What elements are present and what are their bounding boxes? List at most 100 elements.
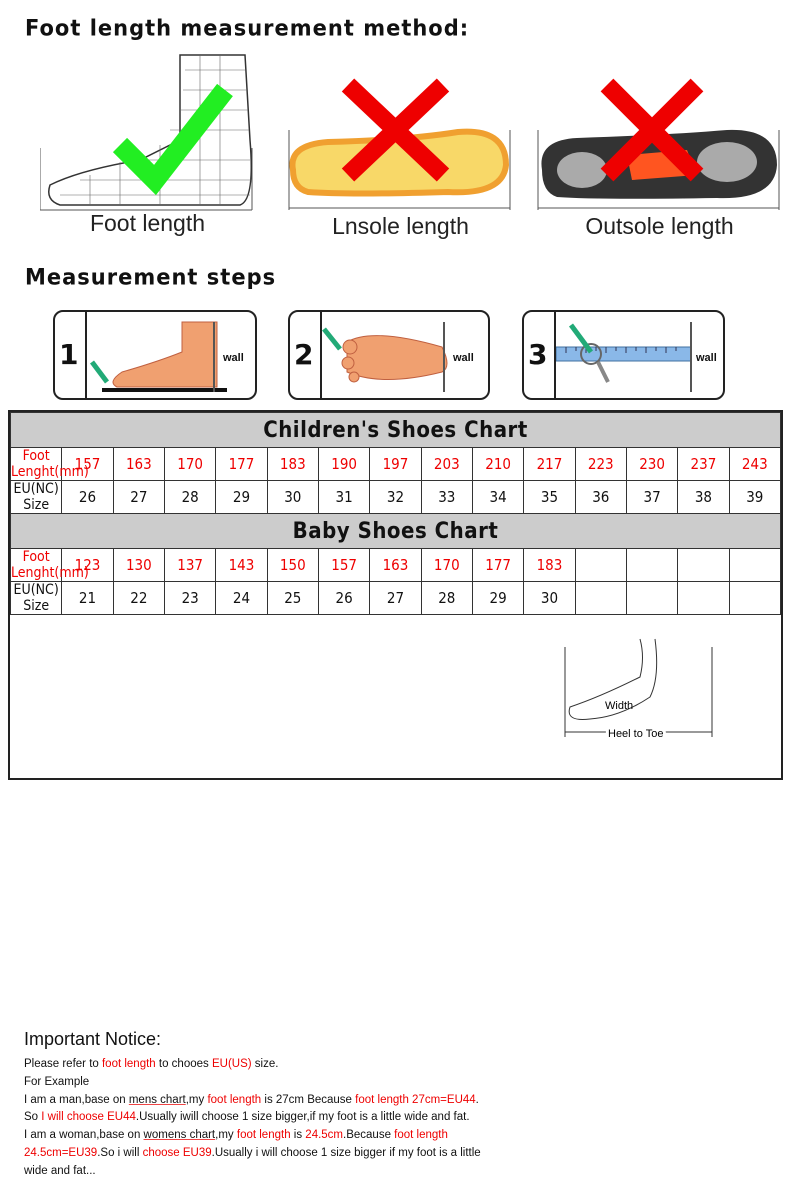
insole-length-label: Lnsole length: [332, 213, 469, 239]
eu-size-cell: 29: [215, 480, 268, 514]
notice-title: Important Notice:: [24, 1029, 162, 1049]
foot-length-cell: [625, 548, 679, 582]
notice-segment: .Usually i will choose 1 size bigger if …: [211, 1146, 481, 1159]
size-chart: Children's Shoes Chart Foot Lenght(mm) 15…: [8, 410, 783, 1177]
notice-line: I am a woman,base on womens chart,my foo…: [24, 1129, 448, 1141]
eu-size-cell: 35: [523, 480, 576, 514]
notice-segment: womens chart: [143, 1129, 216, 1142]
notice-text: Please refer to foot length to chooes EU…: [24, 1056, 544, 1181]
eu-size-cell: 22: [112, 581, 165, 615]
insole-length-illustration: Lnsole length: [288, 70, 513, 245]
eu-size-cell: 25: [266, 581, 319, 615]
notice-segment: Please refer to: [24, 1058, 102, 1070]
foot-length-cell: 177: [471, 548, 525, 582]
notice-segment: foot length: [207, 1093, 262, 1106]
foot-length-cell: [728, 548, 782, 582]
foot-length-cell: 203: [420, 447, 473, 481]
notice-segment: I will choose EU44: [41, 1111, 136, 1124]
notice-line: 24.5cm=EU39.So i will choose EU39.Usuall…: [24, 1147, 481, 1159]
foot-length-cell: 170: [163, 447, 217, 481]
foot-length-cell: 137: [163, 548, 217, 582]
notice-segment: I am a man,base on: [24, 1093, 129, 1106]
step-1-card: 1 wall: [53, 310, 257, 400]
notice-segment: is: [290, 1129, 306, 1142]
width-label: Width: [605, 700, 633, 712]
foot-length-cell: 243: [728, 447, 782, 481]
notice-line: So I will choose EU44.Usually iwill choo…: [24, 1111, 470, 1123]
notice-segment: to chooes: [155, 1058, 212, 1070]
notice-segment: 24.5cm: [305, 1129, 344, 1142]
step-number: 3: [528, 338, 548, 371]
foot-length-cell: 157: [317, 548, 371, 582]
steps-title: Measurement steps: [25, 264, 277, 290]
eu-size-cell: 36: [574, 480, 627, 514]
eu-size-cell: 27: [112, 480, 165, 514]
wall-label: wall: [453, 352, 474, 364]
foot-length-illustration: Foot length: [39, 50, 255, 240]
notice-line: For Example: [24, 1075, 90, 1088]
foot-length-cell: [677, 548, 730, 582]
children-chart-title: Children's Shoes Chart: [10, 412, 781, 448]
foot-length-cell: 183: [523, 548, 576, 582]
foot-length-cell: 157: [61, 447, 114, 481]
foot-measure-diagram: Width Heel to Toe: [564, 638, 713, 743]
step-2-card: 2 wall: [288, 310, 490, 400]
foot-length-cell: 183: [266, 447, 319, 481]
notice-segment: .Because: [343, 1129, 395, 1142]
eu-size-cell: 33: [420, 480, 473, 514]
foot-length-cell: 163: [369, 548, 422, 582]
eu-size-cell: 30: [266, 480, 319, 514]
foot-length-header: Foot Lenght(mm): [9, 447, 89, 481]
step-number: 2: [294, 338, 314, 371]
eu-size-header: EU(NC) Size: [9, 480, 63, 514]
notice-segment: 24.5cm=EU39: [24, 1146, 98, 1159]
outsole-length-illustration: Outsole length: [537, 70, 782, 245]
insole-icon: [288, 78, 511, 210]
eu-size-cell: 24: [215, 581, 268, 615]
foot-length-cell: 230: [625, 447, 679, 481]
step-3-card: 3 wall: [522, 310, 725, 400]
eu-size-cell: [728, 581, 782, 615]
outsole-icon: [537, 78, 780, 210]
foot-length-header: Foot Lenght(mm): [9, 548, 89, 582]
eu-size-cell: 26: [317, 581, 371, 615]
notice-segment: .So i will: [97, 1146, 143, 1159]
foot-length-cell: 150: [266, 548, 319, 582]
eu-size-cell: 37: [625, 480, 679, 514]
notice-segment: size.: [251, 1058, 279, 1070]
notice-segment: foot length: [394, 1129, 448, 1142]
notice-segment: foot length: [101, 1058, 156, 1070]
notice-line: wide and fat...: [24, 1164, 96, 1177]
foot-side-icon: [90, 321, 227, 392]
notice-segment: foot length 27cm=EU44: [355, 1093, 476, 1106]
eu-size-cell: 39: [728, 480, 782, 514]
notice-segment: I am a woman,base on: [24, 1129, 144, 1142]
foot-length-cell: 223: [574, 447, 627, 481]
eu-size-header: EU(NC) Size: [9, 581, 63, 615]
foot-length-cell: 237: [677, 447, 730, 481]
foot-length-cell: 210: [471, 447, 525, 481]
wall-label: wall: [696, 352, 717, 364]
baby-chart-title: Baby Shoes Chart: [10, 513, 781, 549]
foot-length-cell: 163: [112, 447, 165, 481]
eu-size-cell: 29: [471, 581, 525, 615]
heel-to-toe-label: Heel to Toe: [608, 728, 663, 740]
eu-size-cell: 30: [523, 581, 576, 615]
foot-length-cell: 190: [317, 447, 371, 481]
notice-segment: foot length: [236, 1129, 291, 1142]
wall-label: wall: [223, 352, 244, 364]
foot-length-cell: 143: [215, 548, 268, 582]
eu-size-cell: 26: [61, 480, 114, 514]
notice-segment: ,my: [185, 1093, 208, 1106]
eu-size-cell: 23: [163, 581, 217, 615]
eu-size-cell: 38: [677, 480, 730, 514]
foot-length-cell: [574, 548, 627, 582]
eu-size-cell: 28: [163, 480, 217, 514]
method-title: Foot length measurement method:: [25, 15, 470, 41]
eu-size-cell: 34: [471, 480, 525, 514]
eu-size-cell: 31: [317, 480, 371, 514]
ruler-icon: [556, 323, 692, 383]
notice-segment: .Usually iwill choose 1 size bigger,if m…: [135, 1111, 470, 1124]
eu-size-cell: 27: [369, 581, 422, 615]
foot-length-label: Foot length: [89, 210, 206, 236]
